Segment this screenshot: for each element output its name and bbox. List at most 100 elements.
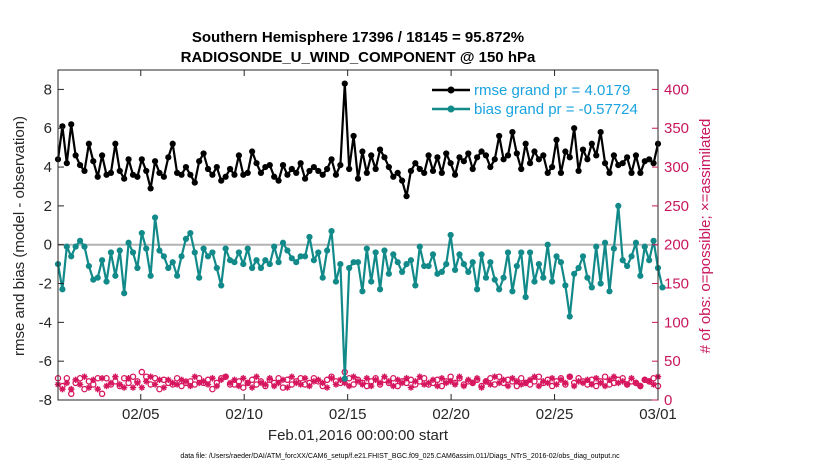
bias-point: [310, 257, 317, 264]
assimilated-obs-point: [266, 375, 273, 382]
assimilated-obs-point: [72, 376, 79, 384]
assimilated-obs-point: [293, 379, 300, 387]
rmse-point: [293, 169, 300, 176]
rmse-point: [72, 152, 79, 159]
rmse-point: [487, 163, 494, 171]
y-tick-label: -8: [39, 392, 52, 409]
bias-point: [575, 264, 582, 272]
assimilated-obs-point: [112, 373, 119, 380]
assimilated-obs-point: [270, 382, 278, 390]
assimilated-obs-point: [615, 379, 622, 387]
assimilated-obs-point: [407, 384, 415, 391]
assimilated-obs-point: [297, 381, 304, 388]
assimilated-obs-point: [588, 381, 596, 388]
x-tick-label: 02/15: [329, 406, 367, 423]
assimilated-obs-point: [240, 375, 247, 382]
rmse-point: [474, 154, 481, 161]
bias-point: [407, 257, 415, 264]
assimilated-obs-point: [381, 373, 388, 380]
bias-point: [637, 272, 644, 279]
rmse-point: [416, 165, 423, 173]
rmse-point: [526, 160, 534, 167]
assimilated-obs-point: [623, 381, 631, 388]
bias-point: [557, 259, 565, 266]
rmse-point: [90, 158, 97, 165]
y-right-tick-label: 150: [664, 276, 689, 293]
rmse-point: [143, 167, 150, 175]
bias-point: [509, 288, 516, 295]
bias-point: [156, 247, 163, 254]
assimilated-obs-point: [200, 378, 207, 385]
rmse-point: [301, 175, 309, 182]
assimilated-obs-point: [147, 373, 154, 380]
bias-point: [540, 274, 547, 281]
y-axis-label: rmse and bias (model - observation): [11, 116, 28, 356]
assimilated-obs-point: [645, 378, 653, 385]
bias-point: [121, 290, 128, 297]
bias-point: [619, 257, 626, 264]
rmse-point: [235, 152, 242, 159]
bias-point: [284, 247, 291, 254]
rmse-point: [632, 152, 640, 159]
y-tick-label: -6: [39, 353, 52, 370]
rmse-point: [191, 179, 198, 186]
rmse-point: [112, 140, 119, 147]
rmse-point: [597, 129, 604, 136]
possible-obs-point: [209, 385, 216, 393]
assimilated-obs-point: [412, 378, 419, 385]
assimilated-obs-point: [540, 378, 547, 385]
assimilated-obs-point: [601, 382, 609, 390]
bias-point: [372, 249, 379, 256]
assimilated-obs-point: [319, 379, 326, 387]
rmse-point: [350, 132, 357, 140]
possible-obs-point: [601, 373, 609, 380]
assimilated-obs-point: [628, 375, 635, 382]
bias-point: [500, 274, 507, 281]
rmse-point: [385, 163, 392, 171]
assimilated-obs-point: [372, 376, 379, 384]
rmse-point: [628, 169, 635, 176]
bias-point: [646, 257, 653, 264]
rmse-point: [68, 121, 75, 128]
rmse-point: [456, 154, 463, 161]
assimilated-obs-point: [156, 376, 163, 384]
y-right-tick-label: 0: [664, 392, 672, 409]
rmse-point: [549, 163, 556, 171]
rmse-point: [610, 152, 617, 159]
rmse-point: [231, 171, 238, 178]
rmse-point: [421, 169, 428, 176]
rmse-point: [403, 193, 410, 200]
assimilated-obs-point: [606, 376, 613, 384]
assimilated-obs-point: [165, 376, 172, 384]
bias-point: [266, 261, 273, 268]
plot-area: [54, 69, 666, 401]
rmse-point: [646, 156, 653, 163]
bias-point: [363, 245, 370, 252]
rmse-point: [540, 152, 547, 159]
chart-title: Southern Hemisphere 17396 / 18145 = 95.8…: [192, 29, 524, 46]
assimilated-obs-point: [222, 373, 229, 380]
x-axis-label: Feb.01,2016 00:00:00 start: [268, 427, 449, 444]
possible-obs-point: [138, 368, 146, 376]
assimilated-obs-point: [570, 382, 578, 390]
axis-ticks: -8 -6 -4 -2 0 2 4 6 8 0 50 100 150 200 250 300 350 400 02/…: [39, 70, 689, 423]
plot-frame: [57, 69, 659, 401]
rmse-point: [209, 171, 216, 178]
y-right-tick-label: 300: [664, 159, 689, 176]
bias-point: [451, 266, 459, 274]
x-tick-label: 03/01: [639, 406, 677, 423]
assimilated-obs-point: [204, 381, 212, 388]
rmse-point: [412, 160, 419, 167]
data-file-footnote: data file: /Users/raeder/DAI/ATM_forcXX/…: [180, 453, 620, 460]
bias-point: [610, 245, 617, 252]
rmse-point: [151, 158, 159, 165]
rmse-point: [425, 152, 432, 159]
assimilated-obs-point: [478, 384, 485, 391]
rmse-point: [535, 156, 542, 163]
bias-point: [549, 278, 556, 285]
bias-point: [235, 249, 242, 256]
rmse-point: [372, 165, 379, 173]
assimilated-obs-point: [526, 376, 534, 384]
bias-point: [315, 249, 322, 256]
rmse-point: [624, 154, 631, 161]
